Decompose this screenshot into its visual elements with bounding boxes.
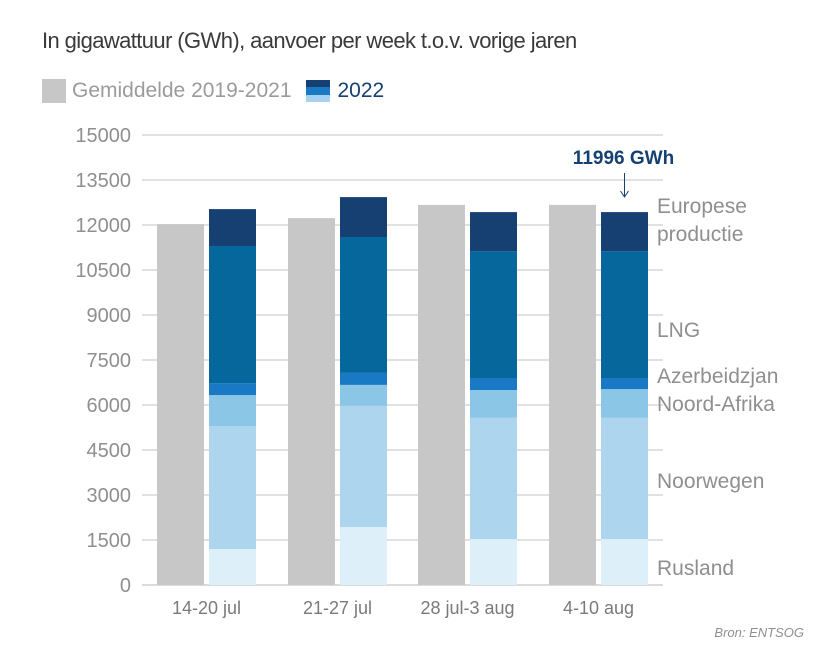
x-tick-label: 21-27 jul bbox=[303, 598, 372, 618]
series-label-noorwegen: Noorwegen bbox=[657, 470, 764, 493]
legend-label-2022: 2022 bbox=[337, 79, 385, 102]
y-tick-label: 1500 bbox=[87, 530, 132, 552]
bar-average bbox=[288, 218, 335, 585]
y-tick-label: 3000 bbox=[87, 485, 132, 507]
y-tick-label: 0 bbox=[120, 575, 131, 597]
annotation-total: 11996 GWh bbox=[573, 148, 674, 169]
bar-segment-noord-afrika bbox=[340, 384, 387, 406]
x-tick-label: 14-20 jul bbox=[172, 598, 241, 618]
x-tick-label: 28 jul-3 aug bbox=[420, 598, 514, 618]
series-label-europese-productie: productie bbox=[657, 223, 743, 246]
bar-average bbox=[157, 224, 204, 585]
bar-segment-europese-productie bbox=[340, 197, 387, 237]
source-note: Bron: ENTSOG bbox=[714, 625, 804, 640]
bar-segment-azerbeidzjan bbox=[340, 372, 387, 385]
legend-swatch-2022 bbox=[305, 80, 330, 102]
bar-segment-rusland bbox=[209, 549, 256, 585]
x-tick-label: 4-10 aug bbox=[563, 598, 634, 618]
y-tick-label: 10500 bbox=[75, 260, 131, 282]
bar-average bbox=[418, 204, 465, 585]
bar-segment-rusland bbox=[470, 539, 517, 585]
bar-segment-noorwegen bbox=[601, 417, 648, 540]
y-tick-label: 12000 bbox=[75, 215, 131, 237]
legend-swatch-average bbox=[42, 79, 66, 103]
bar-segment-lng bbox=[601, 251, 648, 378]
y-tick-label: 13500 bbox=[75, 170, 131, 192]
bar-segment-lng bbox=[470, 251, 517, 378]
bar-segment-europese-productie bbox=[209, 209, 256, 246]
bar-segment-europese-productie bbox=[470, 212, 517, 252]
legend: Gemiddelde 2019-2021 2022 bbox=[42, 77, 384, 105]
bar-average bbox=[549, 204, 596, 585]
chart-title: In gigawattuur (GWh), aanvoer per week t… bbox=[42, 28, 577, 53]
series-label-europese-productie: Europese bbox=[657, 195, 747, 218]
y-tick-label: 9000 bbox=[87, 305, 132, 327]
y-tick-label: 7500 bbox=[87, 350, 132, 372]
bar-segment-lng bbox=[340, 237, 387, 373]
series-label-lng: LNG bbox=[657, 319, 700, 342]
annotation-arrow-head bbox=[620, 190, 629, 198]
bar-segment-europese-productie bbox=[601, 212, 648, 252]
bar-segment-noord-afrika bbox=[601, 389, 648, 418]
y-tick-label: 15000 bbox=[75, 125, 131, 147]
bar-segment-noord-afrika bbox=[470, 390, 517, 418]
y-tick-label: 6000 bbox=[87, 395, 132, 417]
bar-segment-noord-afrika bbox=[209, 395, 256, 426]
bar-segment-noorwegen bbox=[209, 426, 256, 549]
y-tick-label: 4500 bbox=[87, 440, 132, 462]
series-label-azerbeidzjan: Azerbeidzjan bbox=[657, 365, 778, 388]
bar-segment-noorwegen bbox=[470, 417, 517, 540]
bar-segment-azerbeidzjan bbox=[470, 378, 517, 390]
legend-label-average: Gemiddelde 2019-2021 bbox=[72, 79, 292, 102]
bar-segment-lng bbox=[209, 246, 256, 384]
bar-segment-azerbeidzjan bbox=[209, 383, 256, 396]
bar-segment-rusland bbox=[340, 527, 387, 585]
series-label-rusland: Rusland bbox=[657, 557, 734, 580]
bar-segment-azerbeidzjan bbox=[601, 378, 648, 390]
bar-segment-noorwegen bbox=[340, 405, 387, 528]
bar-segment-rusland bbox=[601, 539, 648, 585]
series-label-noord-afrika: Noord-Afrika bbox=[657, 393, 775, 416]
